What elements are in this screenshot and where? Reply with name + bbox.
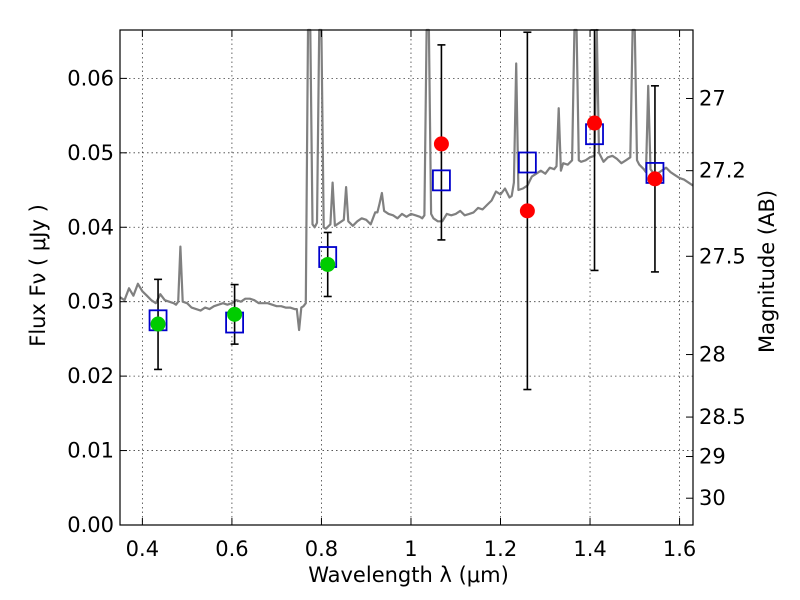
y-right-tick-label: 27 [699,86,726,110]
y-tick-label: 0.02 [67,364,114,388]
tick-layer [120,30,693,526]
y-tick-label: 0.00 [67,513,114,537]
y-right-tick-label: 27.2 [699,159,746,183]
x-tick-label: 1.6 [663,537,696,561]
nir-flux-point [587,115,603,131]
x-tick-label: 1.4 [573,537,606,561]
x-tick-label: 0.8 [305,537,338,561]
y-right-tick-label: 30 [699,486,726,510]
y-tick-label: 0.05 [67,141,114,165]
nir-flux-point [433,136,449,152]
x-tick-label: 1.2 [484,537,517,561]
y-tick-label: 0.06 [67,66,114,90]
model-flux-square [432,169,451,192]
model-spectrum-line [119,28,694,332]
x-tick-label: 0.6 [215,537,248,561]
grid-layer [120,30,693,526]
y-right-tick-label: 27.5 [699,244,746,268]
y-axis-label-right: Magnitude (AB) [755,190,779,353]
y-tick-label: 0.04 [67,215,114,239]
y-axis-label: Flux Fν ( μJy ) [26,204,50,347]
x-tick-label: 0.4 [126,537,159,561]
marker-layer [148,115,665,334]
optical-flux-point [150,316,166,332]
model-flux-square [517,151,537,174]
plot-frame [119,29,694,526]
y-right-tick-label: 28 [699,343,726,367]
optical-flux-point [320,256,336,272]
y-right-tick-label: 29 [699,445,726,469]
optical-flux-point [227,306,243,322]
y-right-tick-label: 28.5 [699,405,746,429]
x-tick-label: 1 [404,537,417,561]
y-tick-label: 0.01 [67,439,114,463]
x-axis-label: Wavelength λ (μm) [308,563,509,587]
label-layer: 0.4 0.6 0.8 1 1.2 1.4 1.6 0.00 0.01 0.02 0.03 0.04 0… [67,66,746,561]
y-tick-label: 0.03 [67,290,114,314]
errorbar-layer [154,29,659,391]
nir-flux-point [519,203,535,219]
nir-flux-point [647,171,663,187]
spectrum-layer [119,28,694,332]
